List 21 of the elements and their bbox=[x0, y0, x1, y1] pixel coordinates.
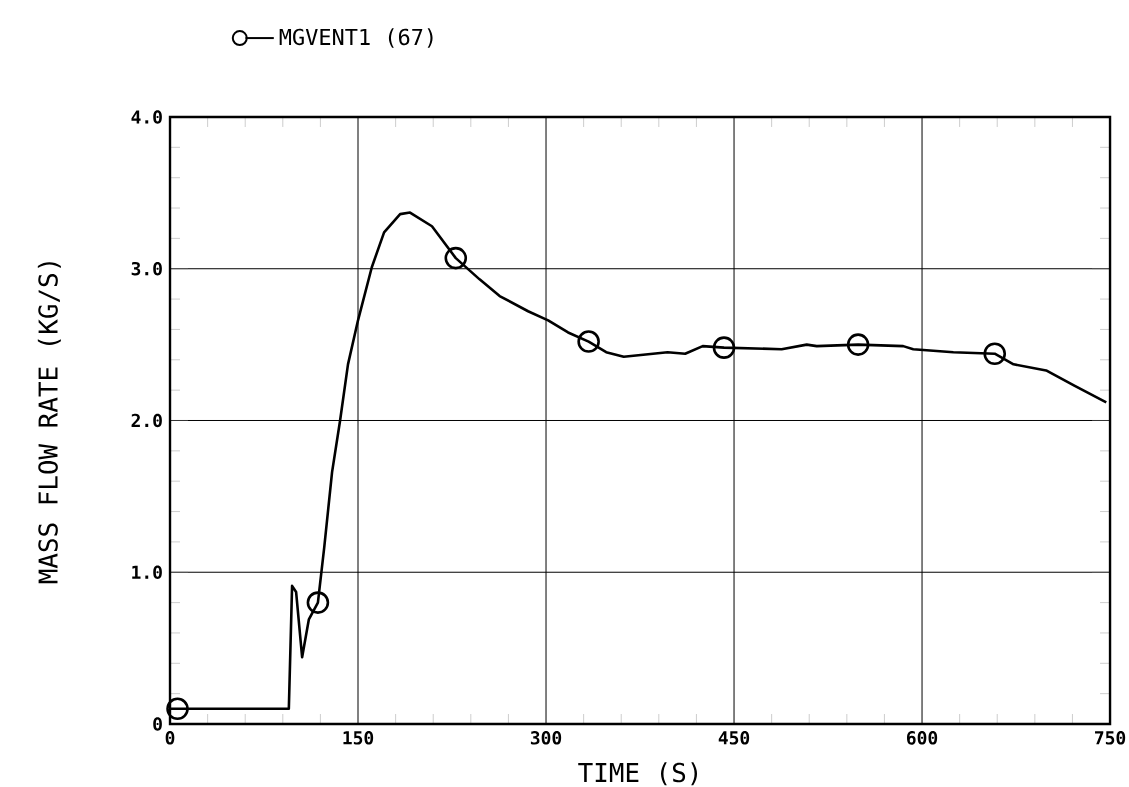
x-tick-label: 750 bbox=[1095, 731, 1126, 745]
y-tick-label: 4.0 bbox=[131, 110, 162, 124]
point bbox=[444, 246, 468, 270]
y-tick-label: 3.0 bbox=[131, 261, 162, 276]
x-tick-label: 300 bbox=[530, 731, 562, 745]
y-tick-label: 2.0 bbox=[131, 413, 162, 428]
y-tick-label: 0 bbox=[153, 717, 162, 731]
point bbox=[983, 342, 1007, 366]
x-tick-label: 450 bbox=[718, 731, 750, 745]
legend-label: MGVENT1 (67) bbox=[279, 28, 433, 48]
y-axis-title: MASS FLOW RATE (KG/S) bbox=[37, 262, 61, 584]
point bbox=[712, 336, 736, 359]
x-tick-label: 0 bbox=[165, 731, 175, 745]
point bbox=[166, 697, 189, 721]
y-tick-label: 1.0 bbox=[132, 565, 162, 580]
point bbox=[846, 333, 870, 356]
point bbox=[577, 330, 600, 353]
x-tick-label: 600 bbox=[906, 731, 938, 745]
point bbox=[306, 591, 330, 614]
x-axis-title: TIME (S) bbox=[578, 762, 698, 786]
x-tick-label: 150 bbox=[343, 731, 374, 745]
